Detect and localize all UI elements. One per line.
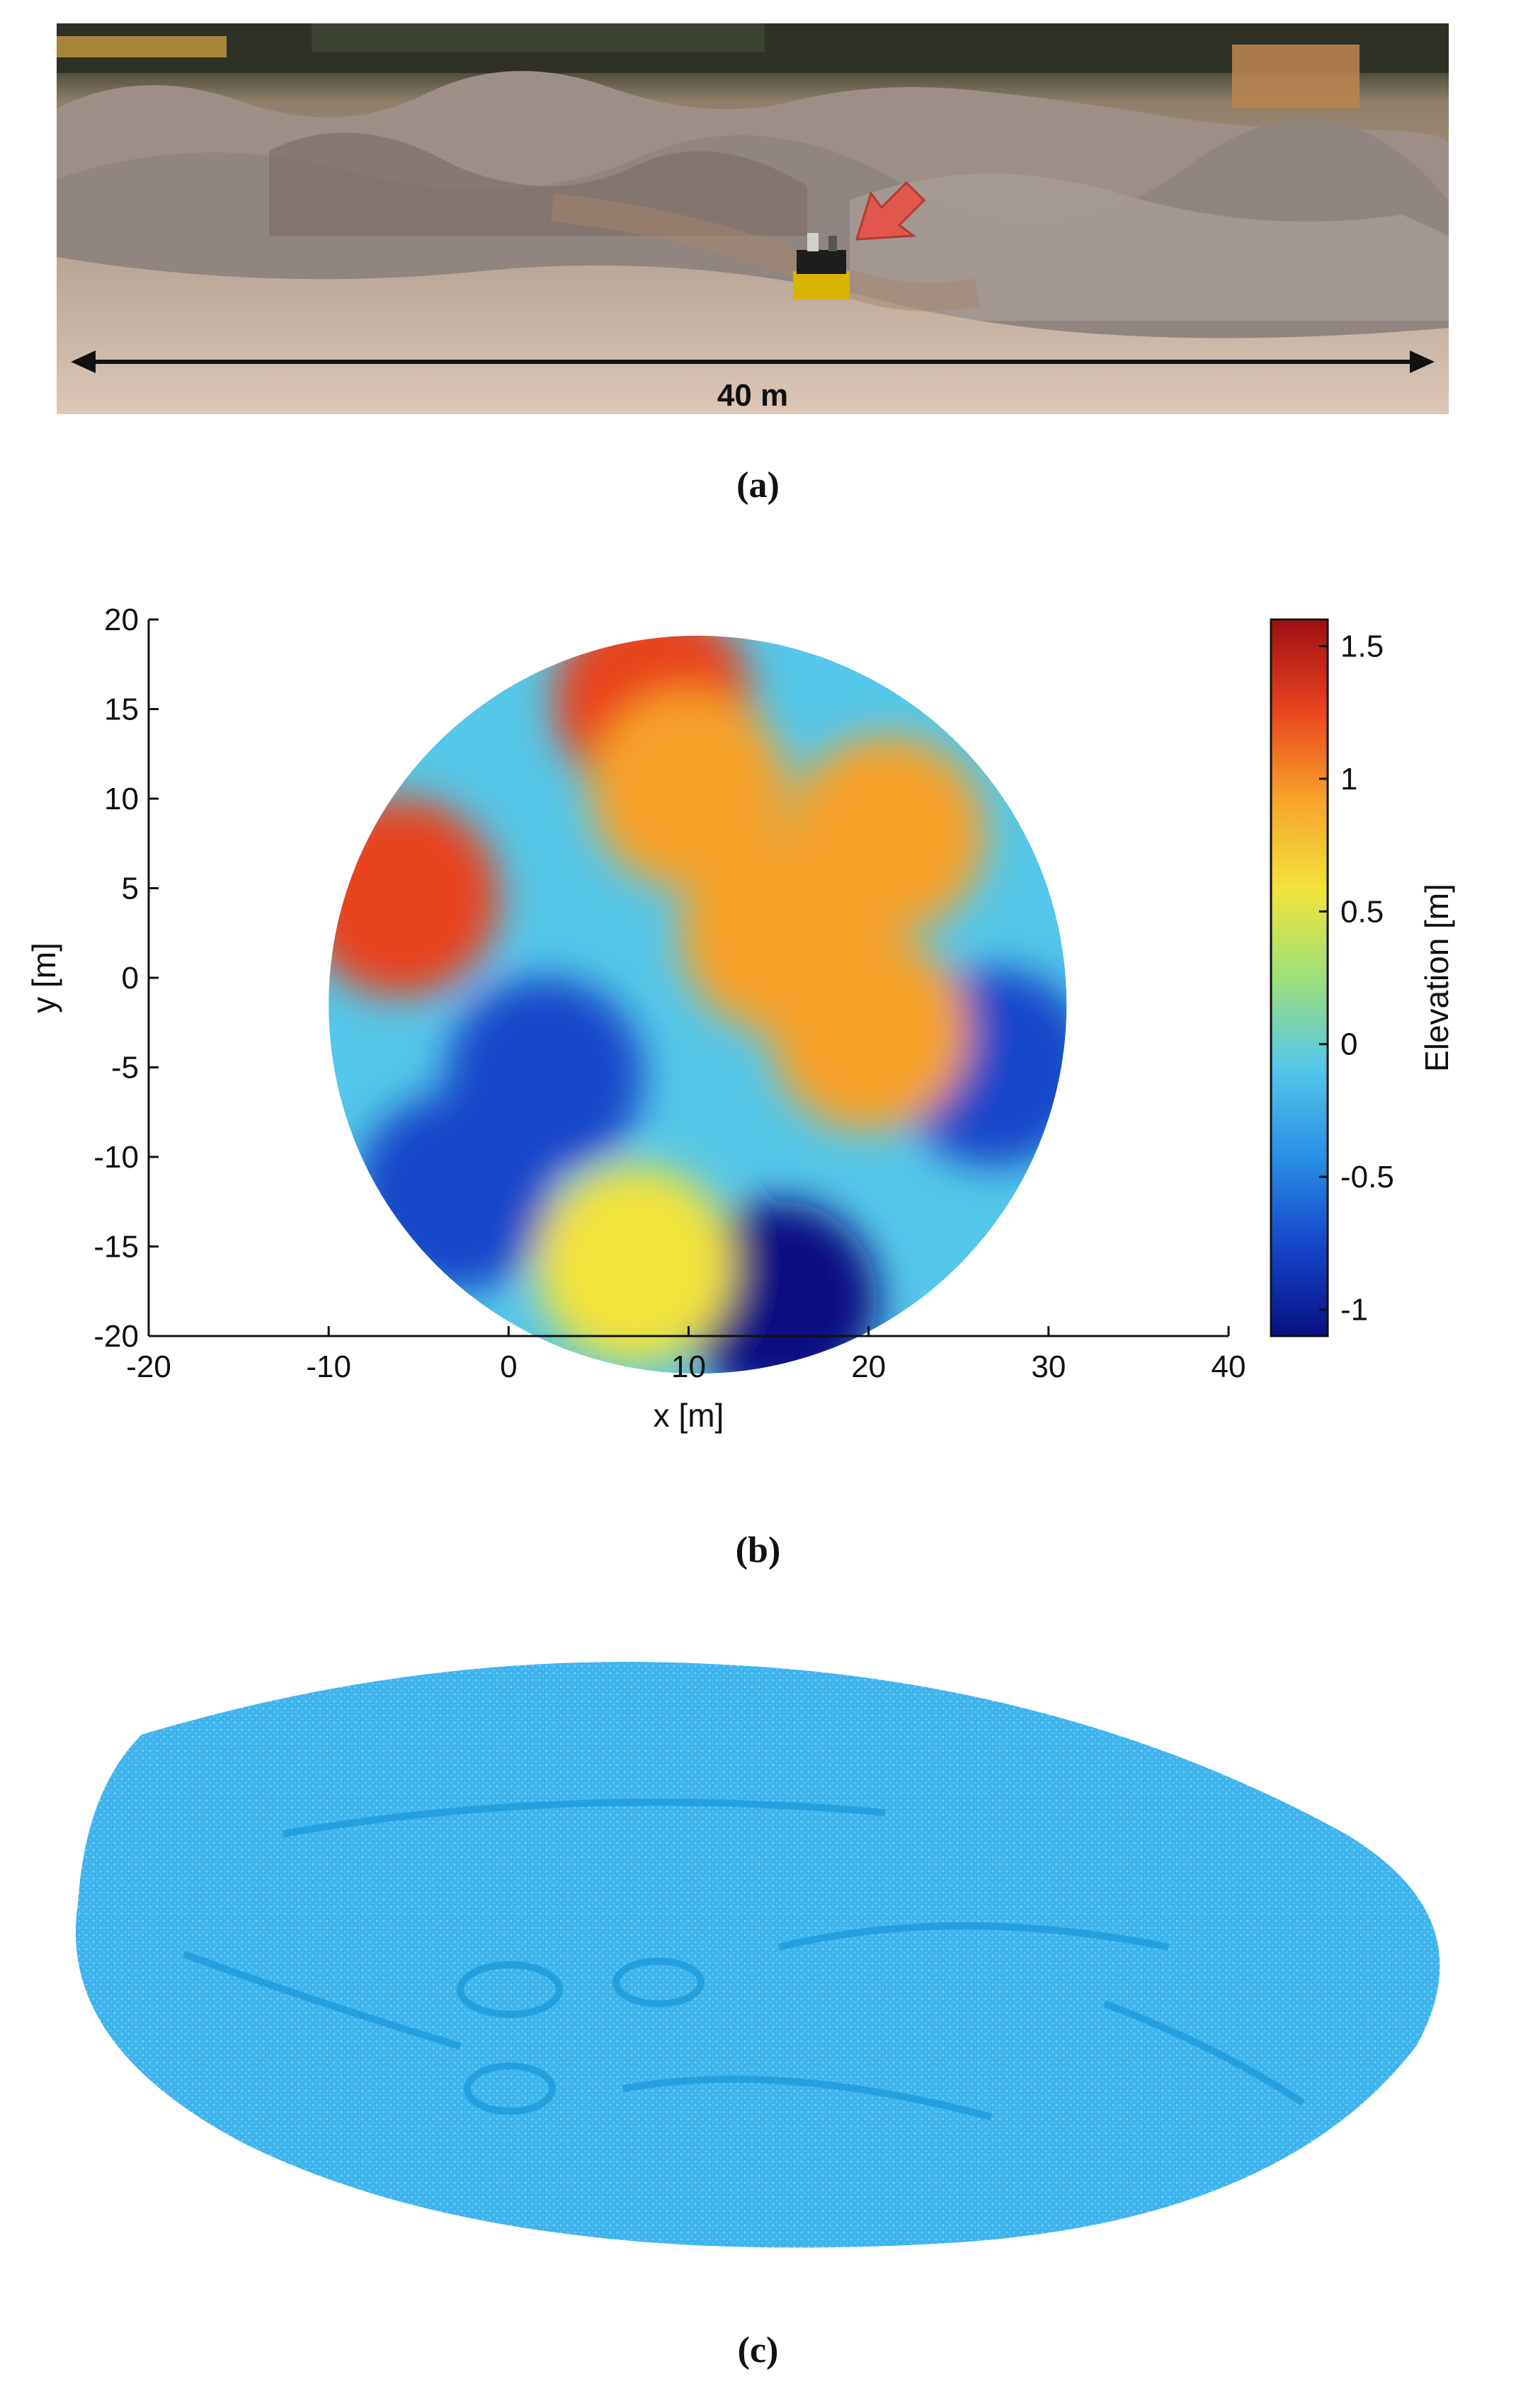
robot bbox=[793, 233, 850, 299]
terrain-feature-10 bbox=[769, 932, 968, 1131]
terrain-feature-6 bbox=[355, 1093, 554, 1292]
colorbar-label: Elevation [m] bbox=[1418, 884, 1455, 1072]
colorbar-tick-label: 0.5 bbox=[1340, 894, 1384, 929]
colorbar-tick-label: 1.5 bbox=[1340, 629, 1384, 663]
y-tick-label: 5 bbox=[122, 872, 139, 906]
y-tick-label: 15 bbox=[104, 692, 139, 727]
x-axis-label: x [m] bbox=[654, 1397, 724, 1434]
y-tick-label: -5 bbox=[111, 1051, 139, 1085]
x-tick-label: -20 bbox=[126, 1349, 171, 1384]
terrain-feature-3 bbox=[589, 690, 788, 889]
scale-label: 40 m bbox=[717, 378, 788, 413]
x-tick-label: 30 bbox=[1031, 1349, 1066, 1384]
y-tick-label: -20 bbox=[93, 1319, 139, 1354]
colorbar: -1 -0.5 0 0.5 1 1.5 bbox=[1270, 618, 1394, 1337]
colorbar-tick-label: -0.5 bbox=[1340, 1160, 1394, 1194]
y-tick-label: -10 bbox=[93, 1140, 139, 1175]
terrain-photo: 40 m bbox=[57, 23, 1449, 414]
caption-a: (a) bbox=[736, 465, 780, 506]
terrain-feature-4 bbox=[787, 735, 986, 934]
x-tick-label: -10 bbox=[306, 1349, 351, 1384]
marker-arrow-icon bbox=[855, 181, 926, 241]
caption-b: (b) bbox=[735, 1530, 781, 1570]
x-tick-label: 10 bbox=[671, 1349, 706, 1384]
scale-arrow bbox=[71, 350, 1435, 373]
x-tick-label: 20 bbox=[851, 1349, 886, 1384]
terrain-feature-9 bbox=[535, 1165, 734, 1364]
terrain-map bbox=[329, 635, 1067, 1374]
colorbar-tick-label: 0 bbox=[1340, 1027, 1357, 1062]
y-axis-label: y [m] bbox=[25, 942, 62, 1013]
y-tick-label: 0 bbox=[122, 961, 139, 995]
y-tick-label: 20 bbox=[104, 603, 139, 637]
caption-c: (c) bbox=[737, 2330, 779, 2370]
point-cloud bbox=[76, 1662, 1440, 2248]
x-tick-label: 0 bbox=[500, 1349, 517, 1384]
colorbar-tick-label: -1 bbox=[1340, 1293, 1368, 1328]
x-tick-label: 40 bbox=[1212, 1349, 1246, 1384]
y-tick-label: -15 bbox=[93, 1230, 139, 1265]
colorbar-tick-label: 1 bbox=[1340, 762, 1357, 797]
axes: -20 -10 0 10 20 30 40 -20 -15 -10 -5 0 5 10 15 20 bbox=[93, 603, 1246, 1384]
y-tick-label: 10 bbox=[104, 782, 139, 816]
terrain-feature-1 bbox=[329, 798, 500, 997]
